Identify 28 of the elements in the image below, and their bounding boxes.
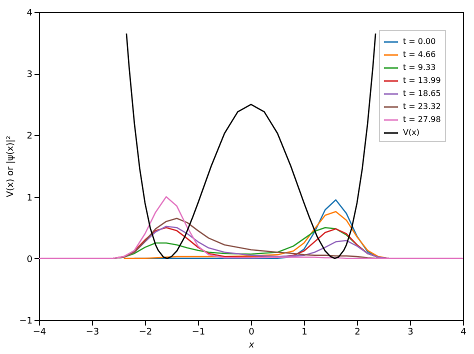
line-series	[39, 196, 463, 260]
x-tick-label: −1	[192, 328, 206, 338]
legend-label: V(x)	[403, 128, 420, 137]
x-tick-label: −4	[32, 328, 46, 338]
y-tick-label: 4	[26, 8, 33, 18]
y-tick-label: −1	[19, 316, 32, 326]
x-tick-label: −2	[138, 328, 152, 338]
x-tick-label: 0	[248, 328, 255, 338]
y-tick-label: 0	[26, 254, 33, 265]
x-tick-label: 1	[302, 328, 308, 338]
legend-label: t = 4.66	[403, 50, 436, 59]
y-tick-label: 1	[26, 193, 32, 204]
legend-label: t = 27.98	[403, 115, 441, 124]
x-tick-label: 4	[460, 328, 467, 338]
legend-label: t = 0.00	[403, 37, 436, 46]
y-tick-label: 2	[26, 132, 32, 142]
x-axis-title: x	[248, 340, 255, 350]
y-axis-title: V(x) or |ψ(x)|²	[6, 135, 16, 198]
x-tick-label: 2	[354, 328, 360, 338]
y-tick-label: 3	[26, 70, 32, 80]
line-series	[112, 218, 379, 260]
line-series	[126, 32, 376, 260]
x-tick-label: −3	[86, 328, 100, 338]
x-tick-label: 3	[408, 328, 414, 338]
legend-label: t = 23.32	[403, 102, 441, 111]
legend-label: t = 9.33	[403, 63, 436, 72]
legend-label: t = 18.65	[403, 89, 441, 98]
legend-label: t = 13.99	[403, 76, 441, 85]
